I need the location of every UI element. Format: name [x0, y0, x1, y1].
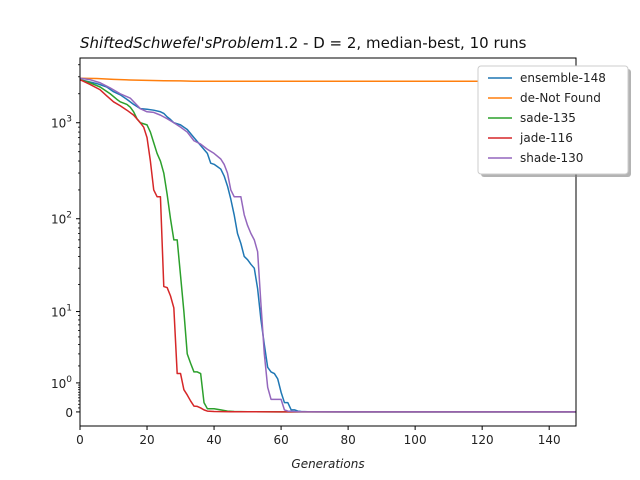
x-axis-label: Generations [291, 457, 364, 471]
y-tick-label: 102 [51, 211, 72, 227]
series-line-de-Not Found [80, 77, 576, 82]
series-line-ensemble-148 [80, 78, 576, 413]
legend: ensemble-148 de-Not Found sade-135 jade-116… [477, 65, 631, 177]
y-tick-label: 101 [51, 304, 72, 320]
legend-entry: ensemble-148 [520, 71, 606, 85]
chart-title-italic: ShiftedSchwefel'sProblem [80, 34, 274, 52]
x-tick-label: 100 [404, 433, 427, 447]
x-tick-label: 20 [139, 433, 154, 447]
x-tick-label: 120 [471, 433, 494, 447]
plot-frame [79, 57, 577, 427]
x-tick-label: 80 [340, 433, 355, 447]
x-tick-label: 40 [206, 433, 221, 447]
chart-title-rest: 1.2 - D = 2, median-best, 10 runs [274, 34, 526, 52]
y-tick-label: 103 [51, 115, 72, 131]
legend-entry: de-Not Found [520, 91, 601, 105]
legend-box [477, 65, 629, 175]
legend-entry: sade-135 [520, 111, 576, 125]
series-line-shade-130 [80, 77, 576, 413]
legend-entry: shade-130 [520, 151, 583, 165]
series-line-sade-135 [80, 78, 576, 413]
legend-entry: jade-116 [519, 131, 573, 145]
axes: 0 20 40 60 80 100 120 140 0 100 101 102 103 [51, 57, 577, 447]
series-line-jade-116 [80, 78, 576, 413]
chart-title: ShiftedSchwefel'sProblem1.2 - D = 2, med… [80, 34, 527, 52]
y-tick-label: 0 [65, 406, 73, 420]
y-tick-label: 100 [51, 375, 72, 391]
x-tick-label: 60 [273, 433, 288, 447]
plot-area [80, 77, 576, 413]
x-tick-label: 140 [538, 433, 561, 447]
x-tick-label: 0 [76, 433, 84, 447]
